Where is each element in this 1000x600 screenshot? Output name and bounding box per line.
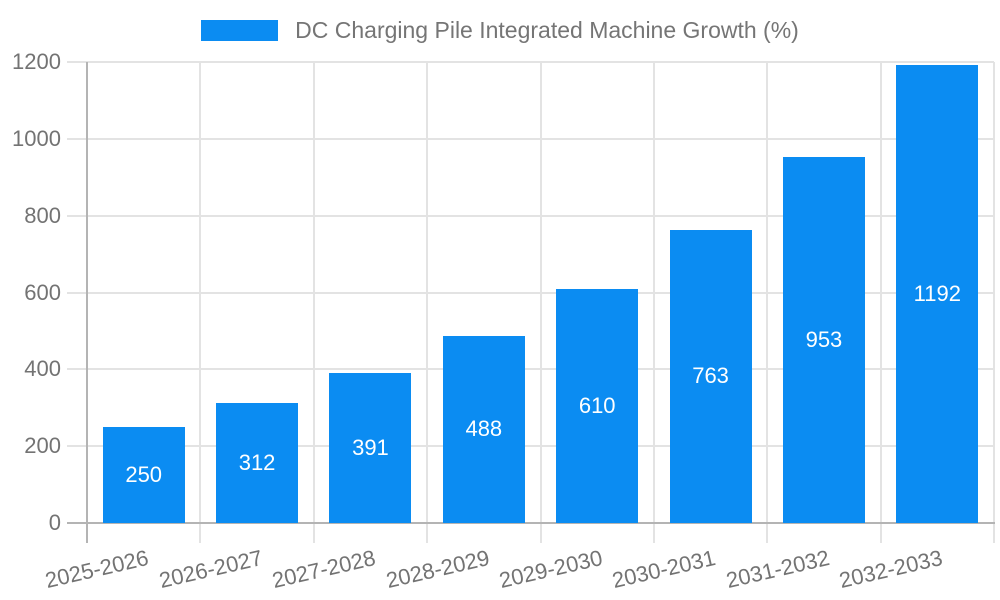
y-axis-tick-label: 1200: [12, 49, 61, 74]
gridline-vertical: [539, 62, 542, 543]
x-axis-tick-label: 2026-2027: [156, 545, 265, 594]
bar-value-label: 1192: [913, 281, 961, 307]
bar[interactable]: 610: [556, 288, 639, 523]
x-axis-line: [86, 522, 995, 524]
bar[interactable]: 250: [102, 426, 185, 523]
gridline-vertical: [766, 62, 769, 543]
y-axis-tick-mark: [67, 522, 87, 524]
bar-value-label: 488: [465, 416, 503, 442]
bar-value-label: 610: [578, 392, 616, 418]
y-axis-line: [86, 62, 88, 543]
x-axis-tick-label: 2032-2033: [836, 545, 945, 594]
x-axis-tick-label: 2030-2031: [610, 545, 719, 594]
x-axis-tick-label: 2027-2028: [269, 545, 379, 594]
bar[interactable]: 391: [329, 372, 412, 523]
y-axis-tick-label: 600: [24, 279, 61, 305]
bar[interactable]: 488: [442, 335, 525, 523]
y-axis-tick-label: 1000: [12, 125, 61, 151]
x-axis-tick-label: 2025-2026: [43, 545, 152, 594]
y-axis-tick-mark: [67, 61, 87, 63]
gridline-vertical: [993, 62, 995, 543]
x-axis-tick-label: 2029-2030: [496, 545, 605, 594]
x-axis-tick-label: 2028-2029: [383, 545, 492, 594]
legend-swatch: [201, 19, 279, 41]
y-axis-tick-mark: [67, 445, 87, 448]
legend-item[interactable]: DC Charging Pile Integrated Machine Grow…: [0, 13, 1000, 47]
y-axis-tick-label: 400: [24, 356, 61, 382]
bar[interactable]: 763: [669, 229, 752, 523]
y-axis-tick-label: 0: [48, 510, 61, 535]
bar[interactable]: 312: [216, 403, 299, 523]
y-axis-tick-mark: [67, 137, 87, 140]
x-axis-tick-label: 2031-2032: [723, 545, 832, 594]
y-axis-tick-label: 800: [24, 202, 61, 228]
bar-value-label: 250: [125, 461, 163, 487]
bar[interactable]: 953: [782, 156, 865, 523]
y-axis-tick-mark: [67, 368, 87, 371]
gridline-vertical: [199, 62, 202, 543]
gridline-vertical: [879, 62, 882, 543]
bar-value-label: 953: [805, 326, 843, 352]
y-axis-tick-mark: [67, 214, 87, 217]
bar[interactable]: 1192: [896, 65, 979, 523]
bar-value-label: 391: [352, 434, 389, 460]
bar-value-label: 763: [692, 363, 729, 389]
gridline-vertical: [312, 62, 315, 543]
legend-label: DC Charging Pile Integrated Machine Grow…: [295, 16, 799, 43]
bar-value-label: 312: [238, 450, 276, 476]
y-axis-tick-mark: [67, 291, 87, 294]
gridline-vertical: [652, 62, 655, 543]
y-axis-tick-label: 200: [24, 433, 61, 459]
gridline-vertical: [426, 62, 429, 543]
